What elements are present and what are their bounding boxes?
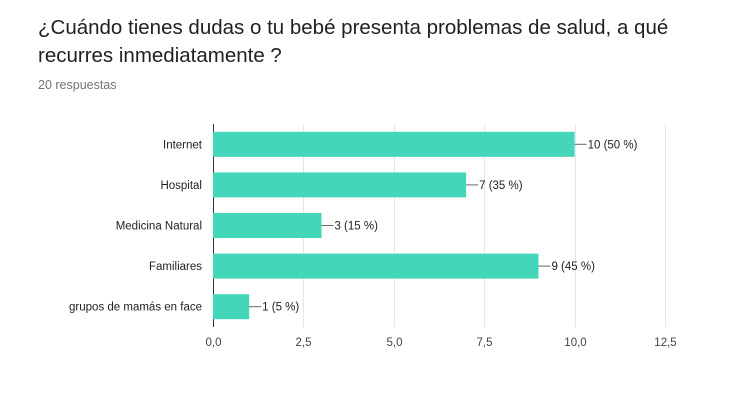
response-count: 20 respuestas bbox=[38, 78, 117, 92]
data-label: 9 (45 %) bbox=[551, 261, 595, 273]
category-label: Familiares bbox=[149, 261, 202, 273]
question-title: ¿Cuándo tienes dudas o tu bebé presenta … bbox=[38, 16, 669, 67]
x-tick-label: 0,0 bbox=[206, 337, 222, 349]
bar bbox=[213, 294, 250, 320]
x-tick-label: 7,5 bbox=[477, 337, 493, 349]
x-tick-label: 5,0 bbox=[387, 337, 403, 349]
x-tick-label: 12,5 bbox=[654, 337, 676, 349]
bar bbox=[213, 172, 467, 198]
category-label: Medicina Natural bbox=[116, 221, 202, 233]
category-label: grupos de mamás en face bbox=[69, 302, 202, 314]
bar bbox=[213, 253, 539, 279]
data-label: 7 (35 %) bbox=[479, 180, 523, 192]
data-label: 3 (15 %) bbox=[334, 221, 378, 233]
bar bbox=[213, 131, 575, 157]
x-tick-label: 2,5 bbox=[296, 337, 312, 349]
category-label: Internet bbox=[163, 139, 203, 151]
x-tick-label: 10,0 bbox=[564, 337, 586, 349]
bar bbox=[213, 213, 322, 238]
data-label: 1 (5 %) bbox=[262, 302, 299, 314]
data-label: 10 (50 %) bbox=[588, 139, 638, 151]
category-label: Hospital bbox=[160, 180, 202, 192]
